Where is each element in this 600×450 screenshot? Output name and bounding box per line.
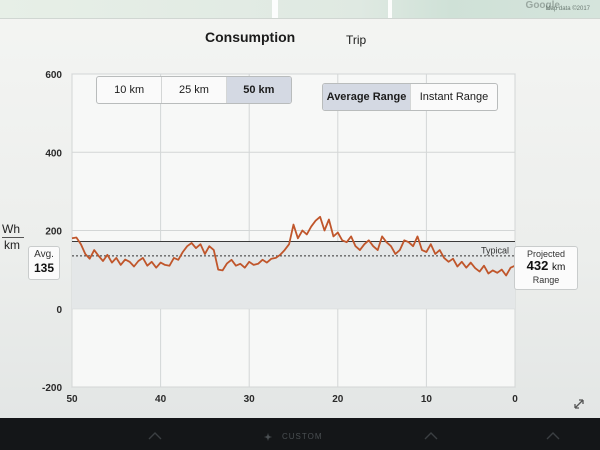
chart-series bbox=[71, 215, 516, 277]
x-tick-label: 0 bbox=[512, 394, 518, 405]
map-credit: Map data ©2017 bbox=[545, 6, 590, 12]
map-road bbox=[272, 0, 278, 18]
projected-value: 432 km bbox=[515, 259, 577, 275]
range-option-instant[interactable]: Instant Range bbox=[410, 84, 497, 110]
map-road bbox=[388, 0, 392, 18]
distance-selector: 10 km 25 km 50 km bbox=[96, 76, 292, 104]
chart-tick-labels: 600 400 200 0 -200 50 40 30 20 10 0 bbox=[42, 70, 518, 405]
map-strip[interactable]: Google Map data ©2017 bbox=[0, 0, 600, 19]
chevron-up-icon[interactable] bbox=[424, 432, 438, 440]
unit-divider bbox=[2, 237, 24, 238]
x-tick-label: 40 bbox=[155, 394, 167, 405]
tab-trip[interactable]: Trip bbox=[346, 33, 367, 47]
chevron-up-icon[interactable] bbox=[148, 432, 162, 440]
projected-unit: km bbox=[551, 262, 566, 273]
projected-number: 432 bbox=[526, 258, 549, 273]
typical-label: Typical bbox=[481, 245, 509, 255]
map-logo: Google bbox=[525, 0, 560, 11]
average-badge: Avg. 135 bbox=[28, 246, 60, 280]
screen: Google Map data ©2017 Consumption Trip T… bbox=[0, 0, 600, 418]
projected-sub: Range bbox=[532, 275, 560, 285]
projected-label: Projected bbox=[526, 249, 566, 259]
distance-option-50km[interactable]: 50 km bbox=[225, 77, 291, 103]
average-value: 135 bbox=[33, 261, 55, 275]
bottom-label[interactable]: CUSTOM bbox=[282, 432, 323, 441]
consumption-chart: Typical 600 400 200 0 -200 50 40 30 20 10 0 bbox=[42, 70, 518, 405]
y-tick-label: 200 bbox=[45, 227, 62, 238]
bottom-bar bbox=[0, 418, 600, 450]
range-selector: Average Range Instant Range bbox=[322, 83, 498, 111]
unit-numerator: Wh bbox=[2, 222, 20, 236]
consumption-line bbox=[71, 215, 516, 277]
distance-option-10km[interactable]: 10 km bbox=[114, 84, 145, 96]
x-tick-label: 50 bbox=[66, 394, 78, 405]
chart-grid bbox=[71, 73, 516, 388]
y-tick-label: 400 bbox=[45, 148, 62, 159]
resize-icon[interactable] bbox=[572, 397, 586, 411]
x-tick-label: 20 bbox=[332, 394, 344, 405]
range-option-average[interactable]: Average Range bbox=[323, 84, 410, 110]
distance-option-25km[interactable]: 25 km bbox=[161, 77, 225, 103]
tab-consumption[interactable]: Consumption bbox=[205, 29, 296, 45]
projected-range-badge: Projected 432 km Range bbox=[514, 246, 578, 290]
y-tick-label: 600 bbox=[45, 70, 62, 81]
y-tick-label: 0 bbox=[56, 305, 62, 316]
unit-denominator: km bbox=[4, 238, 20, 252]
chevron-up-icon[interactable] bbox=[546, 432, 560, 440]
y-tick-label: -200 bbox=[42, 383, 62, 394]
tab-bar: Consumption Trip bbox=[0, 26, 600, 50]
fan-icon bbox=[263, 432, 273, 442]
x-tick-label: 30 bbox=[244, 394, 256, 405]
average-label: Avg. bbox=[34, 249, 54, 260]
typical-band bbox=[72, 241, 515, 309]
chart-bands bbox=[72, 241, 515, 309]
x-tick-label: 10 bbox=[421, 394, 433, 405]
chart-reference-lines: Typical bbox=[72, 240, 515, 257]
